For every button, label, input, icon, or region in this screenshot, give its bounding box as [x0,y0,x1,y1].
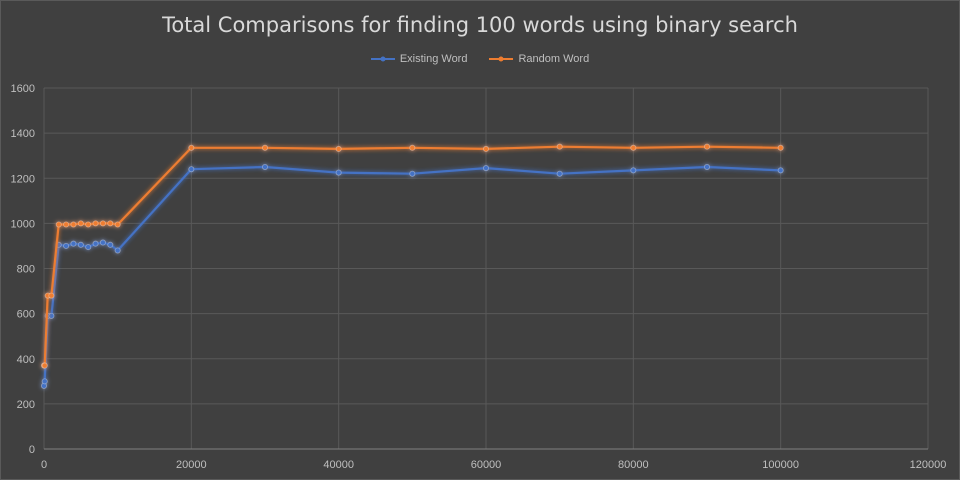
series-random-word [41,143,784,369]
legend-item-random-word: Random Word [489,53,589,65]
y-tick-label: 1600 [11,83,35,95]
data-point-random-word [188,144,195,151]
data-point-random-word [777,144,784,151]
legend-marker-random-word [489,56,514,62]
data-point-existing-word [107,241,114,248]
series-existing-word [41,163,784,389]
data-point-random-word [261,144,268,151]
series-layer [41,143,784,389]
data-point-existing-word [556,170,563,177]
y-tick-label: 800 [17,264,35,276]
axis-labels: 0 200 400 600 800 1000 1200 1400 1600 0 20000 40000… [11,83,947,471]
y-tick-label: 400 [17,354,35,366]
data-point-existing-word [85,244,92,251]
data-point-existing-word [41,378,48,385]
legend-label-existing-word: Existing Word [399,53,468,65]
data-point-random-word [409,144,416,151]
data-point-random-word [335,145,342,152]
data-point-random-word [99,220,106,227]
data-point-random-word [107,220,114,227]
data-point-existing-word [99,239,106,246]
y-tick-label: 1200 [11,173,35,185]
legend-marker-existing-word [370,56,395,62]
x-tick-label: 120000 [910,459,947,471]
data-point-random-word [77,220,84,227]
data-point-random-word [55,221,62,228]
data-point-existing-word [114,247,121,254]
data-point-existing-word [482,165,489,172]
x-tick-label: 20000 [176,459,207,471]
data-point-existing-word [70,240,77,247]
series-line-random-word [43,145,781,367]
y-tick-label: 1000 [11,218,35,230]
data-point-existing-word [261,163,268,170]
y-tick-label: 600 [17,309,35,321]
data-point-random-word [630,144,637,151]
data-point-random-word [85,221,92,228]
series-line-existing-word [42,165,781,386]
data-point-existing-word [188,166,195,173]
data-point-random-word [41,362,48,369]
x-tick-label: 40000 [323,459,354,471]
data-point-random-word [63,221,70,228]
x-tick-label: 60000 [471,459,502,471]
gridlines [43,87,929,450]
x-tick-label: 100000 [762,459,799,471]
legend-item-existing-word: Existing Word [370,53,468,65]
data-point-random-word [114,221,121,228]
y-tick-label: 200 [17,399,35,411]
data-point-existing-word [409,170,416,177]
x-tick-label: 80000 [618,459,649,471]
data-point-random-word [92,220,99,227]
legend: Existing Word Random Word [1,53,959,65]
x-tick-label: 0 [41,459,47,471]
chart-title: Total Comparisons for finding 100 words … [162,13,798,37]
data-point-random-word [70,221,77,228]
data-point-random-word [482,145,489,152]
data-point-existing-word [92,240,99,247]
data-point-existing-word [335,169,342,176]
legend-label-random-word: Random Word [518,53,590,65]
y-tick-label: 1400 [11,128,35,140]
data-point-existing-word [77,241,84,248]
data-point-existing-word [704,163,711,170]
data-point-existing-word [48,312,55,319]
data-point-existing-word [63,242,70,249]
data-point-random-word [704,143,711,150]
data-point-random-word [48,292,55,299]
data-point-existing-word [777,167,784,174]
data-point-random-word [556,143,563,150]
data-point-existing-word [630,167,637,174]
y-tick-label: 0 [29,444,35,456]
